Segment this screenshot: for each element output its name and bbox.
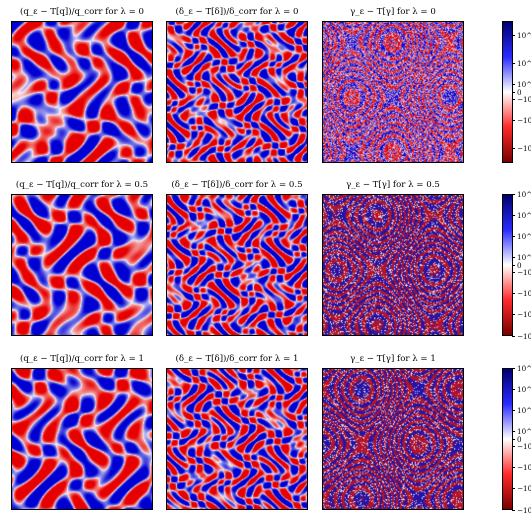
colorbar-tick-label: 10^−3 <box>512 385 531 394</box>
colorbar-tick-label: 10^−5 <box>512 427 531 436</box>
colorbar-tick-label: 10^−2 <box>512 364 531 373</box>
colorbar-tick-label: −10^−6 <box>512 289 531 298</box>
error-field-panel <box>322 194 464 336</box>
panel-title: (δ_ε − T[δ])/δ_corr for λ = 0.5 <box>171 180 303 190</box>
error-field-image <box>167 195 307 335</box>
colorbar-tick-label: −10^−5 <box>512 442 531 451</box>
panel-title: (q_ε − T[q])/q_corr for λ = 0 <box>20 7 144 17</box>
panel-title: (δ_ε − T[δ])/δ_corr for λ = 1 <box>175 354 299 364</box>
error-field-image <box>12 195 152 335</box>
colorbar-tick-label: 0 <box>512 434 522 444</box>
colorbar-tick-label: 10^−4 <box>512 406 531 415</box>
error-field-image <box>167 22 307 162</box>
error-field-image <box>323 195 463 335</box>
error-field-image <box>323 22 463 162</box>
colorbar-tick-label: −10^−5 <box>512 310 531 319</box>
colorbar-tick-label: −10^−3 <box>512 144 531 153</box>
error-field-panel <box>11 21 153 163</box>
colorbar-tick-label: 10^−5 <box>512 211 531 220</box>
colorbar-tick-label: −10^−2 <box>512 506 531 515</box>
panel-title: γ_ε − T[γ] for λ = 0 <box>350 7 436 17</box>
error-field-image <box>12 22 152 162</box>
error-field-panel <box>11 194 153 336</box>
error-field-image <box>167 369 307 509</box>
colorbar-tick-label: −10^−3 <box>512 484 531 493</box>
colorbar-tick-label: 10^−4 <box>512 59 531 68</box>
panel-title: γ_ε − T[γ] for λ = 1 <box>350 354 436 364</box>
error-field-panel <box>322 368 464 510</box>
colorbar-tick-label: −10^−7 <box>512 268 531 277</box>
colorbar-tick-label: 10^−7 <box>512 253 531 262</box>
error-field-panel <box>11 368 153 510</box>
error-field-image <box>12 369 152 509</box>
panel-title: (q_ε − T[q])/q_corr for λ = 0.5 <box>15 180 149 190</box>
panel-title: (δ_ε − T[δ])/δ_corr for λ = 0 <box>175 7 299 17</box>
error-field-panel <box>166 368 308 510</box>
error-field-panel <box>166 21 308 163</box>
colorbar-tick-label: −10^−4 <box>512 463 531 472</box>
colorbar-tick-label: 0 <box>512 87 522 97</box>
panel-title: γ_ε − T[γ] for λ = 0.5 <box>346 180 440 190</box>
colorbar-tick-label: −10^−5 <box>512 95 531 104</box>
colorbar-tick-label: 10^−6 <box>512 232 531 241</box>
colorbar-tick-label: 10^−4 <box>512 190 531 199</box>
colorbar-tick-label: 10^−5 <box>512 80 531 89</box>
colorbar-tick-label: 0 <box>512 260 522 270</box>
error-field-image <box>323 369 463 509</box>
panel-title: (q_ε − T[q])/q_corr for λ = 1 <box>20 354 144 364</box>
colorbar-tick-label: 10^−3 <box>512 31 531 40</box>
error-field-panel <box>166 194 308 336</box>
error-field-panel <box>322 21 464 163</box>
colorbar-tick-label: −10^−4 <box>512 332 531 341</box>
colorbar-tick-label: −10^−4 <box>512 116 531 125</box>
